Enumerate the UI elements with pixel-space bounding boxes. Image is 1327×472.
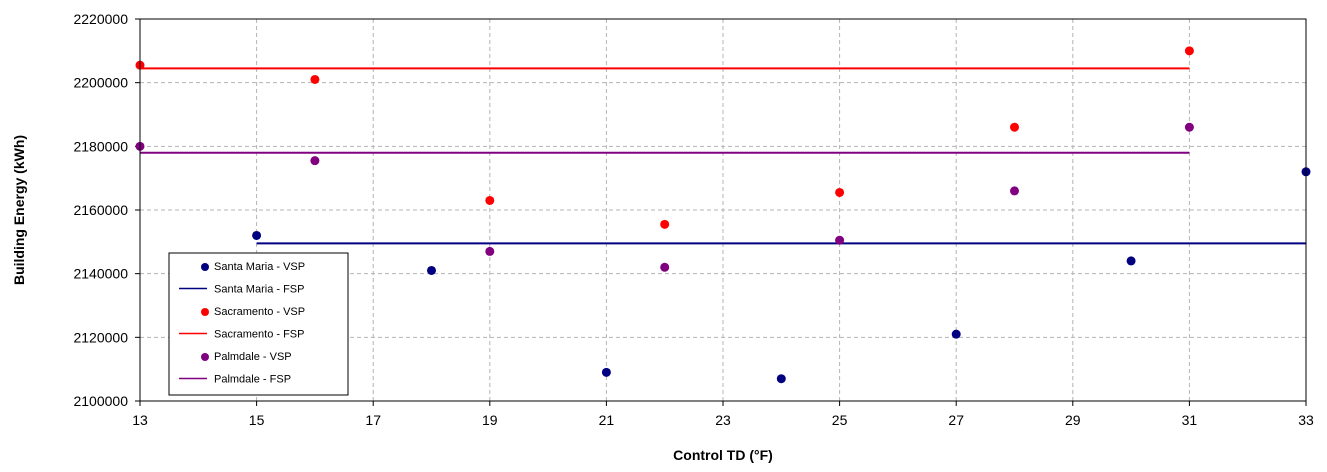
legend: Santa Maria - VSP Santa Maria - FSP Sacram… — [168, 252, 349, 396]
legend-entry-label: Santa Maria - VSP — [214, 261, 305, 273]
legend-entry-label: Sacramento - FSP — [214, 329, 304, 341]
y-tick-label: 2160000 — [73, 202, 128, 218]
data-point — [485, 195, 495, 205]
x-tick-label: 31 — [1182, 412, 1198, 428]
legend-marker-swatch — [201, 353, 209, 361]
x-tick-label: 33 — [1298, 412, 1314, 428]
plot-frame — [139, 18, 1307, 402]
data-point — [252, 230, 262, 240]
data-point — [310, 156, 320, 166]
legend-box — [168, 252, 349, 396]
y-axis-title: Building Energy (kWh) — [11, 135, 27, 285]
legend-entry-label: Sacramento - VSP — [214, 306, 305, 318]
y-tick-label: 2180000 — [73, 138, 128, 154]
data-point — [1184, 46, 1194, 56]
x-tick-label: 25 — [832, 412, 848, 428]
grid-lines — [135, 18, 1307, 406]
x-tick-label: 17 — [365, 412, 381, 428]
data-point — [951, 329, 961, 339]
data-point — [427, 265, 436, 275]
legend-marker-swatch — [201, 263, 209, 271]
data-point — [1126, 256, 1136, 266]
x-tick-label: 13 — [132, 412, 148, 428]
legend-entry-label: Palmdale - FSP — [214, 374, 291, 386]
legend-entry-label: Palmdale - VSP — [214, 351, 292, 363]
y-tick-labels: 2100000 2120000 2140000 2160000 2180000 22000… — [73, 11, 128, 409]
y-tick-label: 2120000 — [73, 329, 128, 345]
y-tick-label: 2220000 — [73, 11, 128, 27]
legend-marker-swatch — [201, 308, 209, 316]
y-tick-label: 2100000 — [73, 393, 128, 409]
x-tick-label: 29 — [1065, 412, 1081, 428]
data-point — [310, 74, 320, 84]
x-tick-label: 15 — [249, 412, 265, 428]
x-axis-title: Control TD (°F) — [673, 447, 773, 463]
data-point — [485, 246, 495, 256]
legend-entry-label: Santa Maria - FSP — [214, 284, 304, 296]
data-point — [835, 187, 845, 197]
x-tick-label: 21 — [599, 412, 615, 428]
data-point — [660, 262, 670, 272]
x-tick-label: 23 — [715, 412, 731, 428]
data-point — [601, 367, 611, 377]
data-point — [1184, 122, 1194, 132]
data-point — [776, 374, 786, 384]
data-point — [1010, 186, 1019, 196]
data-point — [660, 219, 670, 229]
x-tick-labels: 13 15 17 19 21 23 25 27 29 31 33 — [132, 412, 1314, 428]
fsp-lines — [140, 67, 1306, 245]
y-tick-label: 2140000 — [73, 266, 128, 282]
x-tick-label: 27 — [948, 412, 964, 428]
data-point — [1010, 122, 1019, 132]
y-tick-label: 2200000 — [73, 75, 128, 91]
x-tick-label: 19 — [482, 412, 498, 428]
data-point — [835, 235, 845, 245]
